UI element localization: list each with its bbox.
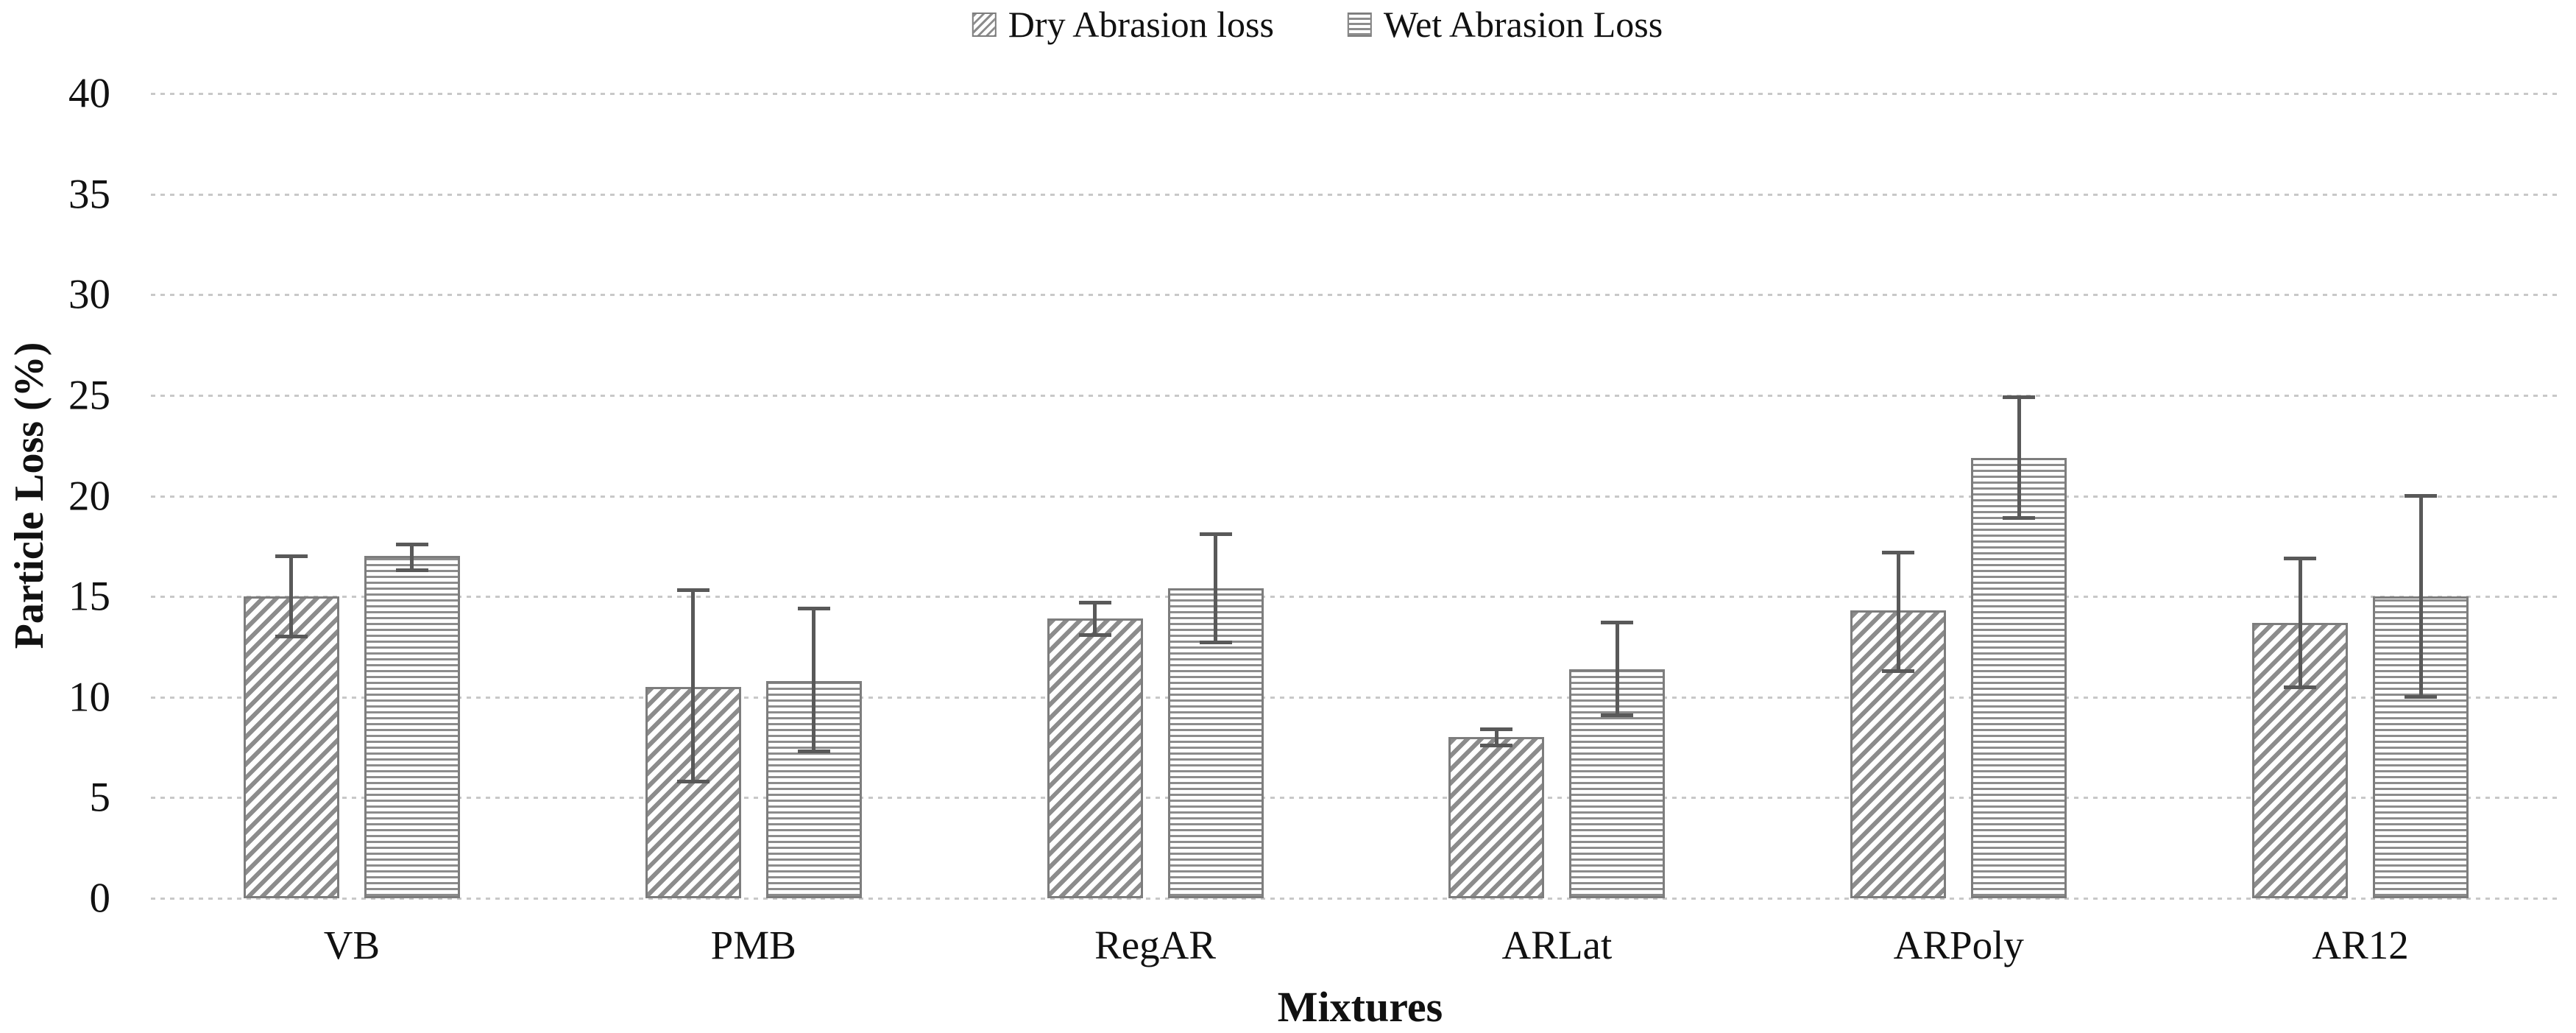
gridline [151,495,2561,498]
plot-area: VB PMB RegAR ARLat ARPoly AR12 [151,93,2561,965]
y-tick-label: 10 [68,674,110,721]
gridline [151,797,2561,800]
bar-horizontal-hatch [364,556,460,898]
y-tick-label: 35 [68,171,110,218]
error-bar [2418,496,2423,697]
error-bar-cap [1199,641,1232,645]
error-bar [2298,558,2302,688]
y-tick-label: 20 [68,473,110,519]
gridline [151,193,2561,196]
error-bar-cap [275,554,308,558]
error-bar-cap [797,607,830,611]
error-bar [691,590,696,782]
error-bar [1615,622,1619,716]
error-bar-cap [1199,532,1232,536]
error-bar-cap [2284,685,2317,689]
error-bar-cap [1480,727,1513,731]
legend-label-wet: Wet Abrasion Loss [1383,4,1663,45]
x-axis-title: Mixtures [1277,983,1443,1031]
gridline [151,394,2561,397]
gridline [151,898,2561,900]
error-bar-cap [1480,743,1513,747]
gridline [151,596,2561,599]
error-bar-cap [2405,695,2438,699]
error-bar-cap [676,588,710,593]
bar-horizontal-hatch [1167,588,1264,898]
legend-item-wet: Wet Abrasion Loss [1347,4,1663,45]
error-bar-cap [1882,669,1915,673]
bar-horizontal-hatch [2373,596,2469,898]
y-tick-label: 5 [89,774,111,821]
error-bar-cap [1882,550,1915,554]
error-bar [1494,729,1498,746]
y-tick-label: 25 [68,372,110,419]
bar-horizontal-hatch [1971,457,2067,898]
y-tick-label: 40 [68,70,110,117]
error-bar [1214,534,1218,643]
error-bar [812,608,816,752]
y-axis-tick-labels: 0 5 10 15 20 25 30 35 40 [0,73,111,920]
error-bar [2017,397,2021,518]
error-bar-cap [2003,516,2036,521]
error-bar-cap [676,780,710,783]
error-bar-cap [2284,556,2317,560]
y-tick-label: 30 [68,271,110,318]
error-bar [410,544,414,571]
gridline [151,294,2561,297]
error-bar [1896,552,1900,671]
bar-diagonal-hatch [1047,618,1143,898]
error-bar-cap [395,568,428,573]
error-bar [289,556,294,637]
legend-label-dry: Dry Abrasion loss [1008,4,1274,45]
x-category-label: ARLat [1501,923,1613,967]
error-bar-cap [797,750,830,754]
x-category-label: AR12 [2312,923,2409,967]
error-bar-cap [275,635,308,639]
bar-diagonal-hatch [243,596,339,898]
error-bar-cap [1601,621,1634,625]
x-category-label: RegAR [1094,923,1217,967]
y-tick-label: 0 [89,875,111,922]
error-bar-cap [1078,600,1111,604]
error-bar-cap [1078,632,1111,637]
x-category-label: ARPoly [1893,923,2024,967]
gridline [151,696,2561,699]
x-category-label: PMB [710,923,796,967]
dry-hatch-swatch-icon [972,12,997,37]
error-bar [1093,602,1097,635]
legend-item-dry: Dry Abrasion loss [972,6,1274,43]
x-category-label: VB [323,923,381,967]
error-bar-cap [395,542,428,546]
error-bar-cap [2003,395,2036,400]
y-tick-label: 15 [68,573,110,620]
wet-hatch-swatch-icon [1347,12,1372,37]
gridline [151,93,2561,95]
error-bar-cap [2405,494,2438,498]
error-bar-cap [1601,713,1634,717]
bar-diagonal-hatch [1448,737,1545,898]
legend: Dry Abrasion loss Wet Abrasion Loss [972,6,1663,43]
